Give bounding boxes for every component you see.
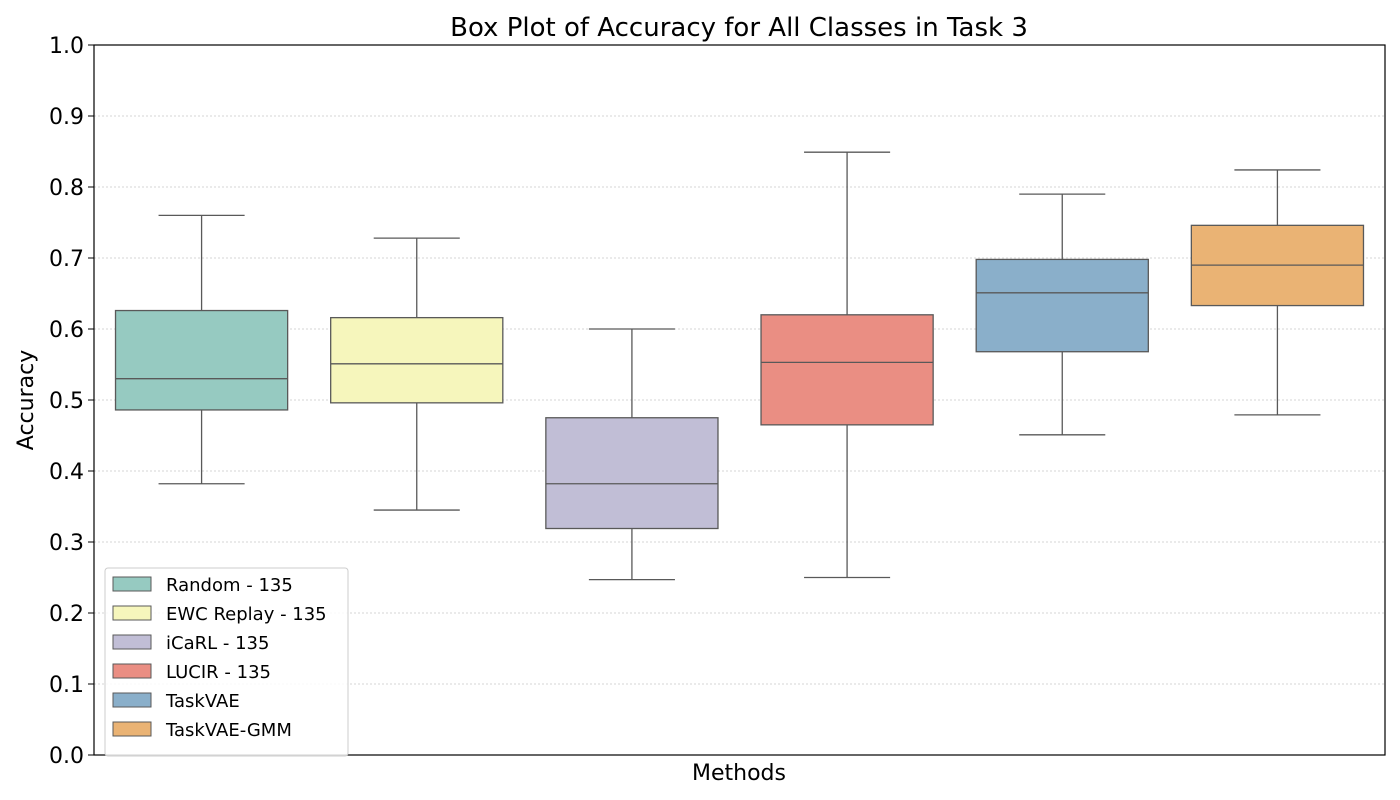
legend-swatch xyxy=(112,692,152,708)
y-axis-ticks: 0.0 0.1 0.2 0.3 0.4 0.5 0.6 0.7 0.8 0.9 1.0 xyxy=(49,34,94,769)
legend-item: TaskVAE xyxy=(112,691,240,712)
x-axis-title: Methods xyxy=(692,761,786,786)
box-body xyxy=(545,417,719,530)
chart-title: Box Plot of Accuracy for All Classes in … xyxy=(450,13,1028,43)
box-1 xyxy=(330,237,504,511)
legend-label: EWC Replay - 135 xyxy=(166,604,327,625)
y-tick-label: 0.2 xyxy=(49,602,84,627)
y-tick-label: 0.7 xyxy=(49,247,84,272)
box-0 xyxy=(114,214,289,485)
y-tick-label: 0.3 xyxy=(49,531,84,556)
y-axis-title: Accuracy xyxy=(14,350,39,450)
y-tick-label: 0.6 xyxy=(49,318,84,343)
legend: Random - 135 EWC Replay - 135 iCaRL - 135 L… xyxy=(104,567,349,757)
y-tick-label: 0.5 xyxy=(49,389,84,414)
legend-swatch xyxy=(112,721,152,737)
y-tick-label: 0.0 xyxy=(49,744,84,769)
y-tick-label: 1.0 xyxy=(49,34,84,59)
legend-label: Random - 135 xyxy=(166,575,293,596)
box-2 xyxy=(545,328,719,581)
legend-label: iCaRL - 135 xyxy=(166,633,269,654)
box-body xyxy=(330,316,504,404)
legend-item: iCaRL - 135 xyxy=(112,633,269,654)
legend-swatch xyxy=(112,605,152,621)
gridlines xyxy=(94,115,1385,685)
legend-label: TaskVAE-GMM xyxy=(165,720,292,741)
box-3 xyxy=(760,151,934,579)
legend-swatch xyxy=(112,576,152,592)
legend-swatch xyxy=(112,634,152,650)
legend-item: LUCIR - 135 xyxy=(112,662,271,683)
box-body xyxy=(760,314,934,426)
box-body xyxy=(114,309,289,411)
legend-item: EWC Replay - 135 xyxy=(112,604,327,625)
y-tick-label: 0.9 xyxy=(49,105,84,130)
box-body xyxy=(975,258,1149,353)
y-tick-label: 0.8 xyxy=(49,176,84,201)
legend-frame xyxy=(104,567,349,757)
y-tick-label: 0.1 xyxy=(49,673,84,698)
legend-item: TaskVAE-GMM xyxy=(112,720,292,741)
legend-swatch xyxy=(112,663,152,679)
y-tick-label: 0.4 xyxy=(49,460,84,485)
legend-item: Random - 135 xyxy=(112,575,293,596)
box-5 xyxy=(1190,169,1365,416)
boxes xyxy=(114,151,1365,581)
box-4 xyxy=(975,193,1149,436)
legend-label: LUCIR - 135 xyxy=(166,662,271,683)
legend-label: TaskVAE xyxy=(165,691,240,712)
plot-area-frame xyxy=(93,44,1386,756)
